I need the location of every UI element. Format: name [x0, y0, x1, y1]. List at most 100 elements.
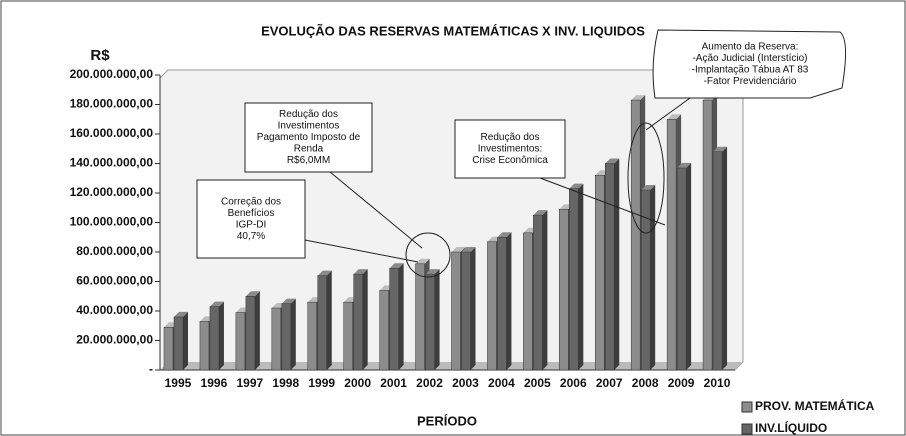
bar — [389, 267, 399, 371]
annotation-text: Pagamento Imposto de — [257, 132, 361, 143]
x-axis-label: PERÍODO — [417, 413, 477, 428]
bar — [281, 303, 292, 371]
bar-top — [713, 146, 728, 152]
x-tick-label: 2000 — [344, 376, 371, 390]
chart-title: EVOLUÇÃO DAS RESERVAS MATEMÁTICAS X INV.… — [261, 23, 645, 38]
bar-side — [542, 210, 548, 370]
annotation-text: Renda — [294, 144, 324, 155]
legend-label: PROV. MATEMÁTICA — [755, 398, 875, 413]
bar-top — [631, 95, 646, 101]
bar-top — [317, 270, 332, 276]
bar-top — [281, 298, 296, 304]
bar-side — [254, 291, 260, 370]
y-tick-label: 60.000.000,00 — [76, 274, 153, 288]
bar — [712, 151, 723, 371]
y-tick-label: - — [149, 362, 153, 376]
bar-side — [218, 301, 224, 370]
x-tick-label: 2006 — [560, 376, 587, 390]
bar-top — [245, 291, 260, 297]
annotation-text: Aumento da Reserva: — [702, 41, 799, 52]
x-tick-label: 2002 — [416, 376, 443, 390]
bar-top — [605, 158, 620, 164]
annotation-text: 40,7% — [237, 231, 265, 242]
annotation-text: Redução dos — [481, 132, 540, 143]
legend-swatch — [741, 401, 753, 413]
bar — [702, 99, 713, 371]
bar-top — [677, 162, 692, 168]
bar-top — [533, 210, 548, 216]
legend-swatch — [741, 423, 753, 435]
bar-top — [174, 311, 188, 317]
y-tick-label: 20.000.000,00 — [76, 333, 153, 347]
annotation-text: Correção dos — [221, 196, 281, 207]
highlight-ellipse — [627, 122, 665, 234]
bar-top — [461, 247, 476, 252]
bar-top — [415, 258, 430, 264]
y-tick-label: 40.000.000,00 — [76, 303, 153, 317]
annotation-text: Benefícios — [228, 208, 275, 219]
bar — [595, 175, 605, 371]
legend-label: INV.LÍQUIDO — [755, 420, 827, 435]
bar-side — [686, 162, 692, 370]
bar — [173, 316, 184, 371]
bar — [605, 163, 615, 371]
annotation-text: -Implantação Tábua AT 83 — [692, 64, 809, 75]
y-axis-label: R$ — [90, 47, 110, 64]
bar — [523, 232, 533, 371]
annotation-text: -Ação Judicial (Interstício) — [692, 53, 807, 64]
bar-side — [398, 263, 404, 370]
bar — [676, 167, 687, 371]
bar-side — [722, 146, 728, 370]
y-tick-label: 80.000.000,00 — [76, 244, 153, 258]
bar-top — [569, 183, 584, 189]
bar — [559, 208, 569, 371]
leader-line — [304, 239, 419, 263]
annotation-text: Investimentos — [278, 121, 340, 132]
bar-top — [641, 185, 656, 191]
x-tick-label: 1995 — [165, 376, 192, 390]
callout-box — [454, 119, 566, 179]
x-tick-label: 2005 — [524, 376, 551, 390]
bar — [271, 307, 282, 371]
x-tick-label: 1998 — [272, 376, 299, 390]
annotation-text: Crise Econômica — [472, 155, 548, 166]
bar — [379, 290, 389, 371]
bar-side — [614, 158, 620, 370]
annotation-text: Investimentos: — [478, 144, 542, 155]
bar — [199, 321, 210, 371]
bar — [235, 312, 246, 371]
bars — [163, 95, 728, 371]
bar-top — [389, 263, 404, 269]
callout-box — [652, 29, 846, 99]
x-tick-label: 2009 — [668, 376, 695, 390]
annotation-text: IGP-DI — [236, 219, 267, 230]
bar — [307, 301, 317, 371]
bar — [451, 251, 461, 371]
bar — [353, 273, 363, 371]
bar-side — [470, 247, 476, 370]
bar-side — [183, 311, 188, 370]
annotation-text: -Fator Previdenciário — [704, 76, 797, 87]
y-tick-label: 200.000.000,00 — [70, 67, 154, 81]
x-tick-label: 1997 — [236, 376, 263, 390]
x-tick-label: 1996 — [201, 376, 228, 390]
bar — [497, 237, 507, 371]
bar-top — [353, 269, 368, 275]
x-tick-label: 2010 — [704, 376, 731, 390]
leader-line — [645, 97, 691, 131]
bar — [569, 188, 579, 371]
y-tick-label: 140.000.000,00 — [70, 156, 154, 170]
bar — [209, 306, 220, 371]
leader-line — [539, 177, 666, 226]
bar-top — [425, 269, 440, 275]
bar — [425, 273, 435, 371]
bar — [487, 241, 497, 371]
highlight-circle — [405, 232, 451, 278]
y-tick-label: 160.000.000,00 — [70, 126, 154, 140]
bar — [666, 119, 677, 371]
bar-top — [209, 301, 224, 307]
y-tick-label: 120.000.000,00 — [70, 185, 154, 199]
bar-side — [434, 269, 440, 370]
annotation-text: R$6,0MM — [287, 155, 330, 166]
